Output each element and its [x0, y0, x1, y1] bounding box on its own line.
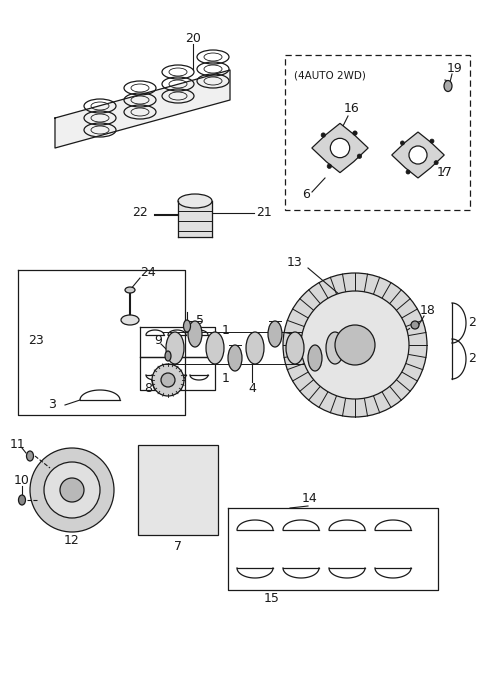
Ellipse shape	[152, 364, 184, 396]
Text: 2: 2	[468, 352, 476, 365]
Ellipse shape	[353, 131, 357, 136]
Text: 12: 12	[64, 533, 80, 546]
Text: 19: 19	[447, 61, 463, 74]
Text: 10: 10	[14, 473, 30, 486]
Ellipse shape	[183, 320, 191, 332]
Ellipse shape	[283, 273, 427, 417]
Ellipse shape	[121, 315, 139, 325]
Text: 20: 20	[185, 32, 201, 45]
Polygon shape	[312, 123, 368, 173]
Polygon shape	[392, 132, 444, 178]
Ellipse shape	[330, 138, 349, 158]
Text: 11: 11	[10, 438, 26, 451]
Text: 22: 22	[132, 206, 148, 219]
Ellipse shape	[188, 321, 202, 347]
Text: 24: 24	[140, 266, 156, 279]
Ellipse shape	[165, 351, 171, 361]
Text: (4AUTO 2WD): (4AUTO 2WD)	[294, 70, 366, 80]
Ellipse shape	[286, 332, 304, 364]
Polygon shape	[178, 201, 212, 237]
Ellipse shape	[327, 164, 332, 169]
Ellipse shape	[357, 154, 361, 158]
Ellipse shape	[409, 146, 427, 164]
Text: 14: 14	[302, 491, 318, 504]
Ellipse shape	[206, 332, 224, 364]
Ellipse shape	[44, 462, 100, 518]
Ellipse shape	[161, 373, 175, 387]
Ellipse shape	[321, 133, 325, 138]
Bar	[285, 55, 470, 210]
Ellipse shape	[178, 194, 212, 208]
Text: 1: 1	[222, 372, 230, 385]
Ellipse shape	[125, 287, 135, 293]
Ellipse shape	[30, 448, 114, 532]
Ellipse shape	[411, 321, 419, 329]
Ellipse shape	[444, 80, 452, 92]
Ellipse shape	[246, 332, 264, 364]
Ellipse shape	[308, 345, 322, 371]
Ellipse shape	[326, 332, 344, 364]
Ellipse shape	[268, 321, 282, 347]
Text: 18: 18	[420, 303, 436, 316]
Polygon shape	[55, 70, 230, 148]
Ellipse shape	[406, 170, 410, 174]
Text: 8: 8	[144, 382, 152, 394]
Ellipse shape	[430, 139, 434, 143]
Ellipse shape	[26, 451, 34, 461]
Text: 23: 23	[28, 334, 44, 347]
Ellipse shape	[166, 332, 184, 364]
Text: 13: 13	[287, 257, 303, 270]
Text: 6: 6	[302, 189, 310, 202]
Text: 7: 7	[174, 541, 182, 554]
Text: 3: 3	[48, 398, 56, 411]
Text: 16: 16	[344, 102, 360, 114]
Text: 15: 15	[264, 592, 280, 605]
Bar	[138, 445, 218, 535]
Ellipse shape	[301, 291, 409, 399]
Text: 17: 17	[437, 166, 453, 178]
Ellipse shape	[228, 345, 242, 371]
Ellipse shape	[60, 478, 84, 502]
Ellipse shape	[19, 495, 25, 505]
Ellipse shape	[434, 160, 438, 164]
Text: 2: 2	[468, 316, 476, 330]
Text: 4: 4	[248, 382, 256, 394]
Text: 1: 1	[222, 323, 230, 336]
Text: 9: 9	[154, 334, 162, 347]
Ellipse shape	[335, 325, 375, 365]
Text: 5: 5	[196, 314, 204, 327]
Text: 21: 21	[256, 206, 272, 219]
Ellipse shape	[400, 141, 405, 145]
